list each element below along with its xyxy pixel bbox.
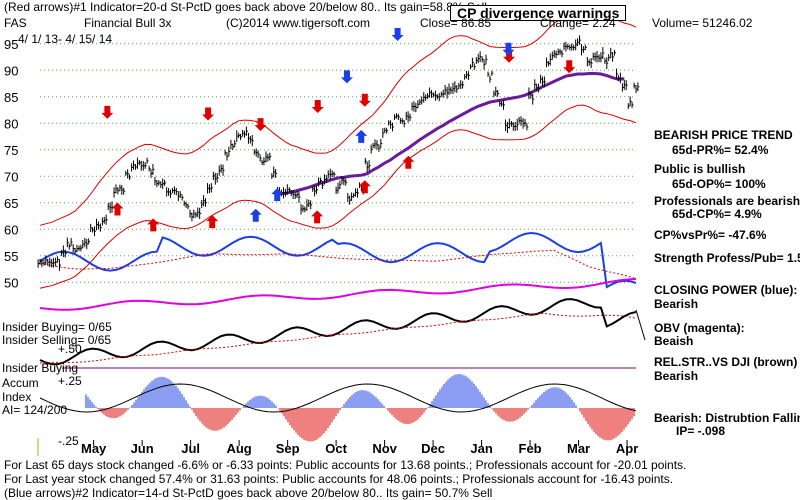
- chart-lines: [39, 5, 646, 413]
- accumulation-index-histogram: [85, 374, 635, 442]
- ip-value: IP= -.098: [676, 424, 726, 438]
- x-tick-label: Jul: [181, 441, 200, 456]
- signal-arrows: [101, 27, 576, 232]
- obv-value: Beaish: [654, 334, 694, 348]
- y-tick-label: 60: [4, 222, 18, 237]
- blue-down-arrow: [502, 42, 515, 56]
- red-up-arrow: [358, 180, 371, 194]
- red-up-arrow: [147, 218, 160, 232]
- footer-line-2: For Last year stock changed 57.4% or 31.…: [4, 472, 674, 486]
- symbol: FAS: [4, 16, 27, 30]
- rel-str-label: REL.STR..VS DJI (brown): [654, 355, 798, 369]
- change-value: Change= 2.24: [540, 16, 616, 30]
- closing-power-label: CLOSING POWER (blue):: [654, 283, 798, 297]
- blue-down-arrow: [340, 70, 353, 84]
- y-tick-label: 65: [4, 196, 18, 211]
- red-up-arrow: [311, 210, 324, 224]
- indicator-1-text: (Red arrows)#1 Indicator=20-d St-PctD go…: [4, 0, 487, 14]
- axis-labels: 50 55 60 65 70 75 80 85 90 95 May Jun Jul Aug Sep Oct No…: [4, 37, 638, 456]
- x-tick-label: Feb: [519, 441, 542, 456]
- blue-up-arrow: [355, 129, 368, 143]
- red-up-arrow: [206, 215, 219, 229]
- stock-name: Financial Bull 3x: [84, 16, 172, 30]
- distribution-label: Bearish: Distrubtion Falling: [654, 411, 800, 425]
- ai-plus-50: +.50: [58, 342, 82, 356]
- chart-title: CP divergence warnings: [450, 5, 627, 21]
- insider-buying-label: Insider Buying: [2, 361, 79, 375]
- price-bars: [37, 35, 640, 271]
- obv-label: OBV (magenta):: [654, 321, 745, 335]
- red-down-arrow: [358, 93, 371, 107]
- cp-value: 65d-CP%= 4.9%: [672, 207, 762, 221]
- cp-vs-pr-value: CP%vsPr%= -47.6%: [654, 228, 767, 242]
- red-down-arrow: [311, 100, 324, 114]
- ai-value: AI= 124/200: [2, 403, 68, 417]
- x-tick-label: Apr: [616, 441, 638, 456]
- trend-title: BEARISH PRICE TREND: [654, 128, 793, 142]
- x-tick-label: Jan: [470, 441, 492, 456]
- footer-line-3: (Blue arrows)#2 Indicator=14-d St-PctD g…: [4, 486, 493, 500]
- trend-tail: [635, 309, 646, 341]
- obv-line: [39, 278, 637, 311]
- ai-ma-line: [39, 383, 637, 413]
- blue-up-arrow: [271, 188, 284, 202]
- red-up-arrow: [402, 155, 415, 169]
- x-tick-label: Sep: [276, 441, 300, 456]
- rel-str-value: Bearish: [654, 369, 699, 383]
- chart-grid: [37, 43, 636, 456]
- blue-up-arrow: [249, 208, 262, 222]
- upper-band: [39, 5, 637, 226]
- x-tick-label: May: [81, 441, 107, 456]
- blue-down-arrow: [391, 27, 404, 41]
- op-value: 65d-OP%= 100%: [672, 177, 766, 191]
- close-value: Close= 86.85: [420, 16, 492, 30]
- y-tick-label: 50: [4, 275, 18, 290]
- ai-minus-25: -.25: [58, 434, 79, 448]
- pr-value: 65d-PR%= 52.4%: [672, 143, 769, 157]
- red-up-arrow: [111, 202, 124, 216]
- footer-line-1: For Last 65 days stock changed -6.6% or …: [4, 458, 687, 472]
- moving-average-line: [279, 72, 625, 196]
- closing-power-line: [39, 231, 637, 289]
- y-tick-label: 95: [4, 37, 18, 52]
- strength-value: Strength Profess/Pub= 1.5: [654, 251, 800, 265]
- x-tick-label: Dec: [421, 441, 445, 456]
- x-tick-label: Aug: [226, 441, 251, 456]
- x-tick-label: Nov: [372, 441, 397, 456]
- professionals-status: Professionals are bearish: [654, 194, 800, 208]
- ai-plus-25: +.25: [58, 374, 82, 388]
- closing-power-value: Bearish: [654, 297, 699, 311]
- volume-value: Volume= 51246.02: [652, 16, 753, 30]
- x-tick-label: Jun: [131, 441, 154, 456]
- accum-label: Accum: [2, 376, 39, 390]
- x-tick-label: Oct: [325, 441, 347, 456]
- y-tick-label: 85: [4, 90, 18, 105]
- insider-selling: Insider Selling= 0/65: [2, 333, 112, 347]
- rel-strength-line: [39, 298, 637, 366]
- y-tick-label: 55: [4, 249, 18, 264]
- red-down-arrow: [563, 60, 576, 74]
- copyright: (C)2014 www.tigersoft.com: [226, 16, 371, 30]
- lower-band: [39, 104, 637, 289]
- red-down-arrow: [101, 105, 114, 119]
- y-tick-label: 80: [4, 116, 18, 131]
- public-status: Public is bullish: [654, 162, 746, 176]
- x-tick-label: Mar: [567, 441, 590, 456]
- red-down-arrow: [202, 107, 215, 121]
- y-tick-label: 75: [4, 143, 18, 158]
- y-tick-label: 90: [4, 63, 18, 78]
- insider-buying: Insider Buying= 0/65: [2, 320, 112, 334]
- red-down-arrow: [254, 118, 267, 132]
- date-range: 4/ 1/ 13- 4/ 15/ 14: [18, 32, 113, 46]
- index-label: Index: [2, 390, 32, 404]
- y-tick-label: 70: [4, 169, 18, 184]
